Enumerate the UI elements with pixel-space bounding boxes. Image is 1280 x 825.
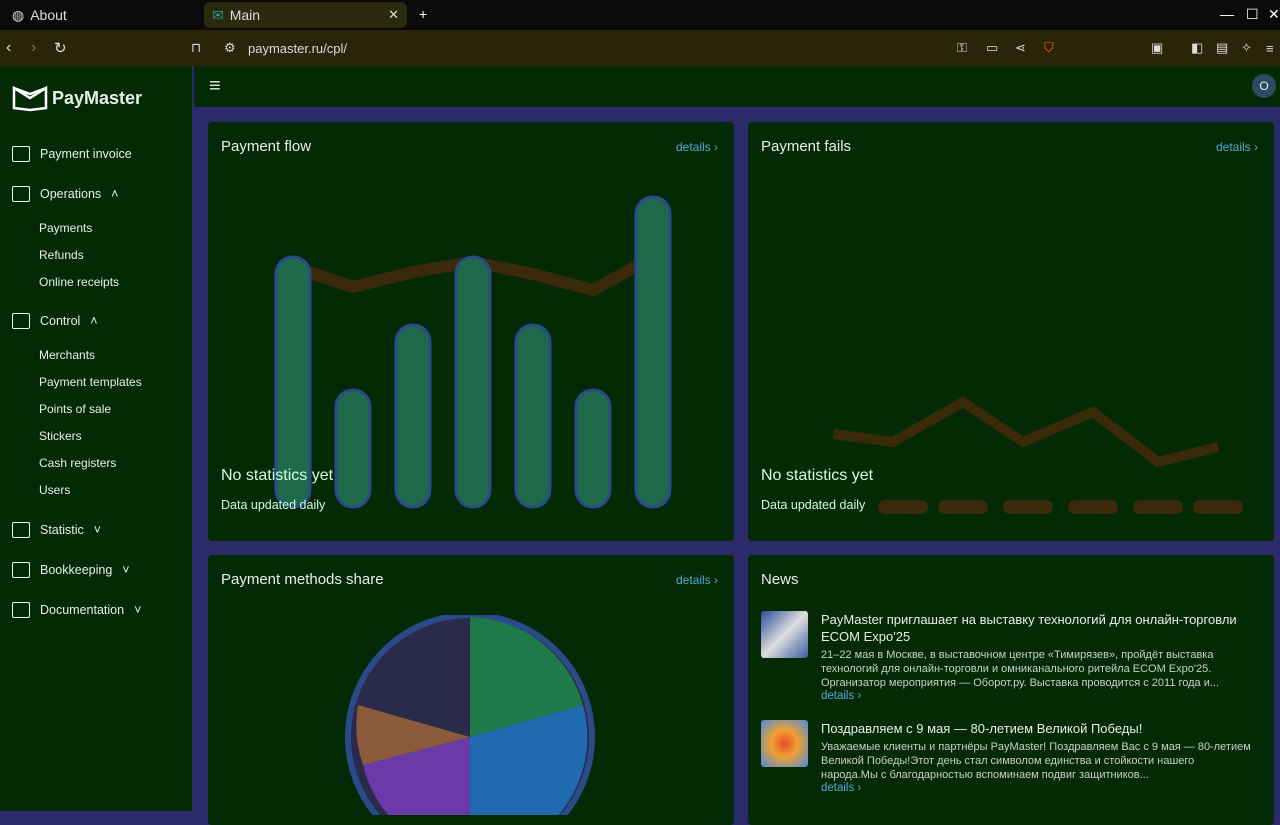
reader-icon[interactable]: ▣ (1151, 40, 1164, 55)
top-bar: ≡ O (194, 66, 1280, 107)
update-note: Data updated daily (761, 498, 866, 512)
card-title: Payment fails (761, 138, 852, 155)
loading-placeholder-chart (832, 396, 1243, 514)
news-thumbnail (761, 611, 808, 658)
site-settings-icon[interactable]: ⚙ (224, 40, 236, 55)
sliders-icon (12, 313, 30, 329)
maximize-button[interactable]: ☐ (1246, 6, 1259, 22)
card-title: Payment methods share (221, 571, 384, 588)
sidebar-item-documentation[interactable]: Documentation ˅ (12, 602, 141, 618)
sidebar-item-users[interactable]: Users (39, 483, 71, 497)
sidebar-item-online-receipts[interactable]: Online receipts (39, 275, 120, 289)
calculator-icon (12, 562, 30, 578)
payment-methods-card: Payment methods share details › (208, 555, 734, 825)
share-icon[interactable]: ⋖ (1015, 40, 1026, 55)
close-window-button[interactable]: ✕ (1268, 6, 1280, 22)
sidebar-item-bookkeeping[interactable]: Bookkeeping ˅ (12, 562, 130, 578)
sidebar-item-operations[interactable]: Operations ˄ (12, 186, 118, 202)
browser-tab-bar: ◍ About ✉ Main ✕ + — ☐ ✕ (0, 0, 1280, 30)
details-link[interactable]: details › (675, 140, 718, 154)
api-icon (12, 602, 30, 618)
no-statistics-text: No statistics yet (761, 467, 874, 484)
menu-icon[interactable]: ≡ (1266, 40, 1274, 56)
sidebar-item-refunds[interactable]: Refunds (39, 248, 84, 262)
back-icon[interactable]: ‹ (6, 39, 12, 56)
close-tab-icon[interactable]: ✕ (388, 7, 399, 22)
chevron-down-icon: ˅ (93, 523, 102, 537)
no-statistics-text: No statistics yet (221, 467, 334, 484)
tab-main[interactable]: ✉ Main ✕ (204, 2, 407, 28)
paymaster-favicon-icon: ✉ (212, 6, 224, 23)
address-bar: ‹ › ↻ ⊓ ⚙ paymaster.ru/cpl/ ⚿ ▭ ⋖ ⛉ ▣ ◧ … (0, 30, 1280, 66)
details-link[interactable]: details › (821, 782, 862, 794)
news-excerpt: 21–22 мая в Москве, в выставочном центре… (821, 649, 1220, 689)
sidebar-item-stickers[interactable]: Stickers (39, 429, 82, 443)
news-excerpt: Уважаемые клиенты и партнёры PayMaster! … (821, 741, 1251, 781)
sidebar-item-payment-templates[interactable]: Payment templates (39, 375, 142, 389)
sidebar-item-payment-invoice[interactable]: Payment invoice (12, 146, 132, 162)
chevron-down-icon: ˅ (134, 603, 142, 617)
minimize-button[interactable]: — (1220, 6, 1234, 22)
forward-icon[interactable]: › (31, 39, 37, 56)
details-link[interactable]: details › (821, 690, 862, 702)
cast-icon[interactable]: ▭ (986, 40, 999, 55)
paymaster-logo-icon (12, 85, 48, 112)
tab-about[interactable]: ◍ About (12, 6, 67, 24)
news-title[interactable]: PayMaster приглашает на выставку техноло… (821, 612, 1237, 644)
hamburger-menu-icon[interactable]: ≡ (209, 75, 221, 97)
sidebar-item-control[interactable]: Control ˄ (12, 313, 98, 329)
card-title: News (761, 571, 799, 588)
news-thumbnail (761, 720, 808, 767)
card-title: Payment flow (221, 138, 312, 155)
sidebar-item-payments[interactable]: Payments (39, 221, 93, 235)
sidebar: PayMaster Payment invoice Operations ˄ Pa… (0, 66, 193, 811)
globe-icon: ◍ (12, 6, 25, 23)
sidebar-item-merchants[interactable]: Merchants (39, 348, 96, 362)
key-icon[interactable]: ⚿ (957, 40, 967, 55)
brave-shield-icon[interactable]: ⛉ (1044, 40, 1054, 55)
sidebar-item-statistic[interactable]: Statistic ˅ (12, 522, 101, 538)
wallet-icon[interactable]: ▤ (1216, 40, 1229, 55)
reload-icon[interactable]: ↻ (54, 40, 67, 57)
news-title[interactable]: Поздравляем с 9 мая — 80-летием Великой … (821, 721, 1143, 736)
update-note: Data updated daily (221, 498, 326, 512)
payment-fails-card: Payment fails details › No statistics ye… (748, 122, 1274, 541)
ai-icon[interactable]: ✧ (1241, 40, 1252, 55)
operations-icon (12, 186, 30, 202)
details-link[interactable]: details › (1215, 140, 1258, 154)
loading-placeholder-chart (274, 195, 672, 509)
news-card: News PayMaster приглашает на выставку те… (748, 555, 1274, 825)
payment-flow-card: Payment flow details › No statistics yet… (208, 122, 734, 541)
sidebar-icon[interactable]: ◧ (1191, 40, 1204, 55)
sidebar-item-points-of-sale[interactable]: Points of sale (39, 402, 112, 416)
chevron-down-icon: ˅ (122, 563, 130, 577)
bookmark-icon[interactable]: ⊓ (191, 40, 202, 55)
sidebar-item-cash-registers[interactable]: Cash registers (39, 456, 117, 470)
chevron-up-icon: ˄ (111, 187, 119, 201)
chevron-up-icon: ˄ (90, 314, 98, 328)
loading-placeholder-pie (345, 615, 595, 815)
new-tab-button[interactable]: + (419, 6, 428, 22)
logo[interactable]: PayMaster (12, 84, 142, 112)
url-field[interactable]: paymaster.ru/cpl/ (248, 40, 347, 56)
avatar[interactable]: O (1252, 74, 1276, 98)
chart-icon (12, 522, 30, 538)
details-link[interactable]: details › (675, 573, 718, 587)
invoice-icon (12, 146, 30, 162)
